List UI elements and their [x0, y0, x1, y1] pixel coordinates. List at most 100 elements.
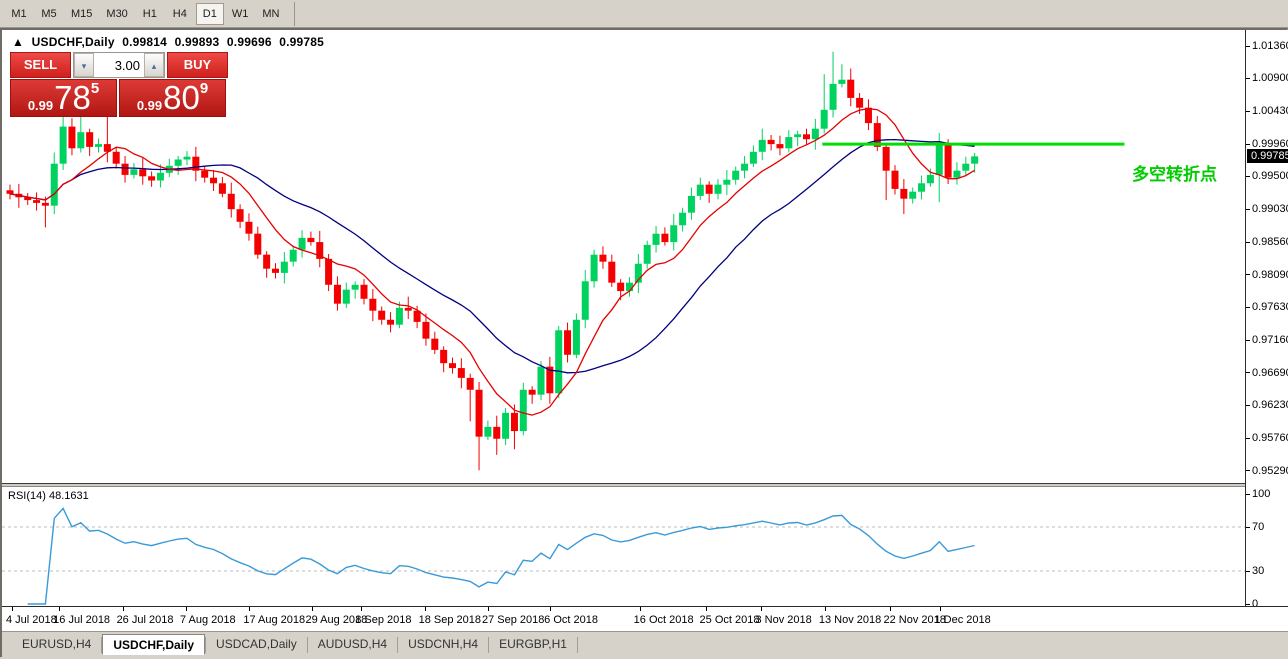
buy-price-box[interactable]: 0.99 80 9 — [119, 79, 226, 117]
price-tick — [1246, 77, 1250, 79]
date-tick-label: 25 Oct 2018 — [699, 614, 760, 626]
sell-price-big: 78 — [54, 79, 91, 116]
price-tick — [1246, 274, 1250, 276]
rsi-tick — [1246, 526, 1250, 528]
timeframe-button-w1[interactable]: W1 — [231, 7, 249, 20]
timeframe-button-m5[interactable]: M5 — [41, 7, 57, 20]
chart-tab-usdcnh[interactable]: USDCNH,H4 — [408, 637, 479, 651]
date-tick — [550, 607, 552, 611]
rsi-pane[interactable]: RSI(14) 48.1631 — [2, 487, 1245, 606]
price-tick-label: 0.95760 — [1252, 432, 1288, 445]
price-tick — [1246, 241, 1250, 243]
price-tick-label: 0.96690 — [1252, 366, 1288, 379]
timeframe-button-h4[interactable]: H4 — [172, 7, 187, 20]
timeframe-button-m30[interactable]: M30 — [106, 7, 128, 20]
toolbar-separator — [294, 1, 296, 26]
price-tick-label: 0.98090 — [1252, 268, 1288, 281]
date-tick-label: 8 Sep 2018 — [355, 614, 412, 626]
timeframe-toolbar: M1 M5 M15 M30 H1 H4 D1 W1 MN — [0, 0, 1288, 28]
price-axis[interactable]: 1.01360 1.00900 1.00430 0.99960 0.99500 0.990… — [1245, 30, 1288, 631]
price-tick-label: 0.98560 — [1252, 236, 1288, 249]
date-tick-label: 16 Oct 2018 — [633, 614, 694, 626]
date-tick — [705, 607, 707, 611]
price-tick-label: 0.96230 — [1252, 399, 1288, 412]
price-tick-label: 1.01360 — [1252, 40, 1288, 53]
tab-separator — [576, 637, 578, 653]
sell-price-prefix: 0.99 — [27, 98, 54, 113]
price-tick-label: 0.97160 — [1252, 334, 1288, 347]
buy-button[interactable]: BUY — [167, 52, 228, 78]
tab-separator — [205, 637, 207, 653]
symbol-title: USDCHF,Daily — [31, 35, 115, 49]
date-tick-label: 3 Nov 2018 — [755, 614, 812, 626]
date-tick-label: 18 Sep 2018 — [418, 614, 481, 626]
timeframe-button-m15[interactable]: M15 — [71, 7, 93, 20]
ohlc-low: 0.99696 — [226, 35, 272, 49]
date-axis[interactable]: 4 Jul 2018 16 Jul 2018 26 Jul 2018 7 Aug 20… — [2, 606, 1288, 631]
rsi-tick-label: 70 — [1252, 521, 1265, 534]
ohlc-open: 0.99814 — [122, 35, 168, 49]
date-tick — [424, 607, 426, 611]
price-tick — [1246, 45, 1250, 47]
tab-separator — [306, 637, 308, 653]
sell-price-box[interactable]: 0.99 78 5 — [10, 79, 117, 117]
rsi-tick — [1246, 570, 1250, 572]
date-tick-label: 13 Nov 2018 — [818, 614, 882, 626]
chart-tab-eurgbp[interactable]: EURGBP,H1 — [499, 637, 567, 651]
timeframe-button-d1[interactable]: D1 — [195, 2, 224, 25]
timeframe-button-h1[interactable]: H1 — [142, 7, 157, 20]
price-tick-label: 0.99500 — [1252, 170, 1288, 183]
chart-tab-usdcad[interactable]: USDCAD,Daily — [216, 637, 297, 651]
chart-tab-bar: EURUSD,H4 USDCHF,Daily USDCAD,Daily AUDUSD,… — [2, 631, 1288, 659]
date-tick — [122, 607, 124, 611]
price-tick-label: 0.99960 — [1252, 138, 1288, 151]
rsi-tick — [1246, 603, 1250, 605]
rsi-line — [27, 507, 975, 605]
date-tick-label: 26 Jul 2018 — [116, 614, 174, 626]
candlestick-chart-svg — [6, 51, 1125, 471]
price-tick-label: 0.99030 — [1252, 203, 1288, 216]
chart-tab-eurusd[interactable]: EURUSD,H4 — [22, 637, 92, 651]
candles — [6, 51, 979, 471]
volume-decrease-button[interactable]: ▾ — [74, 53, 94, 77]
price-tick — [1246, 339, 1250, 341]
tab-separator — [488, 637, 490, 653]
price-tick — [1246, 110, 1250, 112]
collapse-trade-panel-icon[interactable]: ▲ — [12, 35, 25, 49]
chart-tab-audusd[interactable]: AUDUSD,H4 — [317, 637, 388, 651]
date-tick-label: 29 Aug 2018 — [305, 614, 368, 626]
rsi-indicator-label: RSI(14) 48.1631 — [8, 490, 89, 502]
rsi-tick-label: 0 — [1252, 598, 1259, 611]
price-tick-label: 1.00900 — [1252, 72, 1288, 85]
timeframe-button-mn[interactable]: MN — [262, 7, 280, 20]
volume-input[interactable] — [94, 53, 144, 77]
price-tick — [1246, 306, 1250, 308]
price-tick — [1246, 143, 1250, 145]
date-tick-label: 4 Jul 2018 — [5, 614, 57, 626]
buy-price-big: 80 — [163, 79, 200, 116]
price-tick-label: 0.95290 — [1252, 464, 1288, 477]
buy-price-prefix: 0.99 — [136, 98, 163, 113]
volume-increase-button[interactable]: ▴ — [144, 53, 164, 77]
date-tick — [11, 607, 13, 611]
pane-divider[interactable] — [2, 483, 1288, 487]
date-tick — [889, 607, 891, 611]
ma-slow-line — [9, 138, 975, 374]
date-tick — [185, 607, 187, 611]
rsi-tick-label: 100 — [1252, 488, 1271, 501]
price-tick-label: 0.97630 — [1252, 301, 1288, 314]
rsi-tick-label: 30 — [1252, 565, 1265, 578]
date-tick — [311, 607, 313, 611]
main-price-pane[interactable] — [2, 30, 1245, 483]
date-tick-label: 27 Sep 2018 — [482, 614, 545, 626]
price-tick — [1246, 175, 1250, 177]
date-tick — [824, 607, 826, 611]
chart-annotation-text: 多空转折点 — [1132, 165, 1217, 184]
timeframe-button-m1[interactable]: M1 — [11, 7, 27, 20]
sell-button[interactable]: SELL — [10, 52, 71, 78]
date-tick — [639, 607, 641, 611]
date-tick — [488, 607, 489, 611]
price-tick — [1246, 437, 1250, 439]
chart-tab-usdchf[interactable]: USDCHF,Daily — [102, 634, 206, 655]
date-tick — [361, 607, 363, 611]
